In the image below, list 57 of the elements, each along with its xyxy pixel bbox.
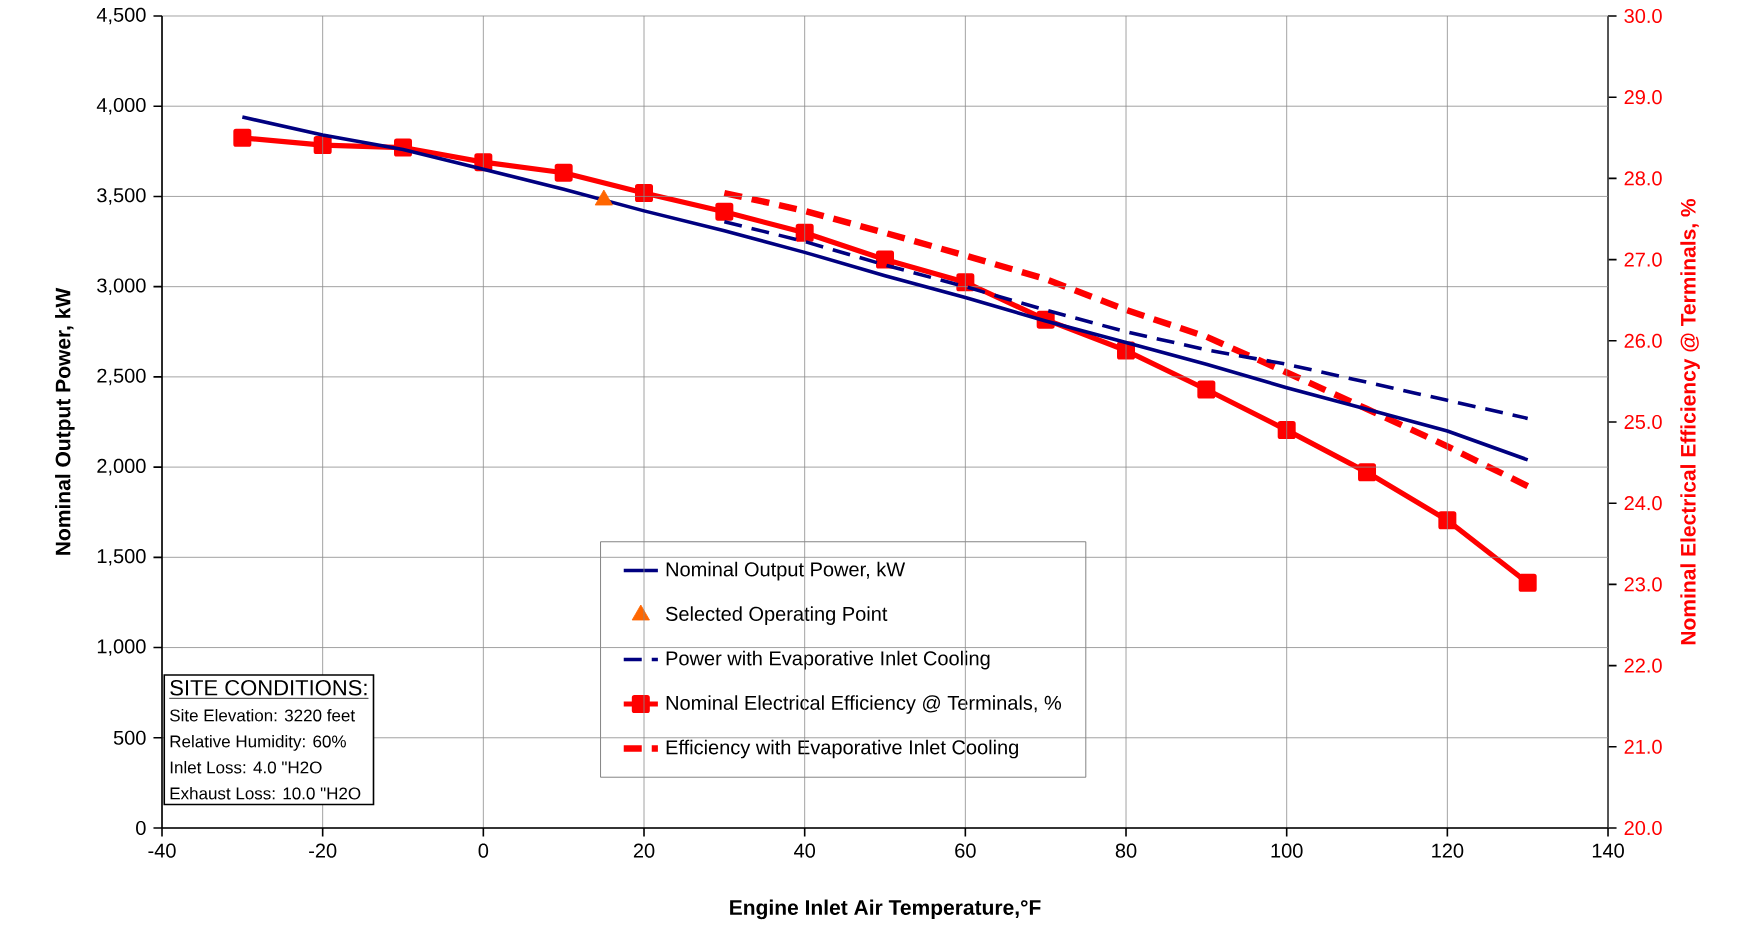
point [1518,573,1537,592]
y2-tick-label: 29.0 [1624,90,1662,105]
point [1438,511,1457,530]
legend-label: Nominal Electrical Efficiency @ Terminals, % [666,695,1062,714]
point [876,250,895,269]
y-tick-label: 4,000 [96,97,146,115]
y2-tick-label: 20.0 [1624,820,1662,836]
y-tick-label: 4,500 [96,7,146,25]
y2-tick-label: 22.0 [1624,658,1662,673]
x-tick-label: -40 [148,843,176,858]
x-tick-label: 40 [794,843,816,858]
y2-tick-label: 30.0 [1624,8,1662,24]
y2-tick-label: 21.0 [1624,739,1662,754]
y-tick-label: 3,500 [97,188,146,205]
y2-tick-label: 25.0 [1624,414,1662,430]
x-tick-label: 120 [1432,843,1464,858]
point [635,184,654,203]
legend-label: Power with Evaporative Inlet Cooling [666,650,990,670]
legend-label: Efficiency with Evaporative Inlet Cooling [666,739,1019,759]
x-axis-title: Engine Inlet Air Temperature,°F [730,899,1041,920]
annotation: Exhaust Loss: 10.0 "H2O [170,786,361,800]
y2-tick-label: 28.0 [1624,171,1662,186]
y2-tick-label: 26.0 [1624,333,1662,348]
x-tick-label: 140 [1592,843,1624,858]
y-tick-label: 1,500 [97,549,146,566]
y2-tick-label: 27.0 [1624,252,1662,267]
legend-label: Nominal Output Power, kW [666,561,906,581]
point [1358,463,1377,482]
y-tick-label: 500 [113,730,146,745]
point [715,202,734,221]
x-tick-label: -20 [309,843,337,858]
annotation: SITE CONDITIONS: [170,679,367,696]
x-tick-label: 80 [1115,843,1137,858]
y-tick-label: 2,500 [97,368,146,386]
y2-tick-label: 24.0 [1624,496,1662,511]
annotation: Site Elevation: 3220 feet [170,708,355,722]
y-tick-label: 1,000 [97,639,146,656]
y-tick-label: 3,000 [97,278,146,295]
point [1277,421,1296,440]
point [233,128,252,147]
x-tick-label: 60 [955,843,976,858]
annotation: Relative Humidity: 60% [170,734,346,751]
point [795,223,814,242]
y2-axis-title: Nominal Electrical Efficiency @ Terminals, % [1680,198,1700,645]
y-axis-title: Nominal Output Power, kW [55,287,75,555]
y2-tick-label: 23.0 [1624,577,1662,592]
x-tick-label: 100 [1271,843,1303,858]
point [1197,380,1216,399]
y-tick-label: 0 [136,820,146,836]
line-series [240,115,1530,462]
point [554,163,573,182]
x-tick-label: 20 [633,843,655,858]
y-tick-label: 2,000 [97,458,146,476]
point [313,136,332,155]
x-tick-label: 0 [478,843,489,858]
legend-label: Selected Operating Point [665,606,888,625]
annotation: Inlet Loss: 4.0 "H2O [170,760,322,774]
